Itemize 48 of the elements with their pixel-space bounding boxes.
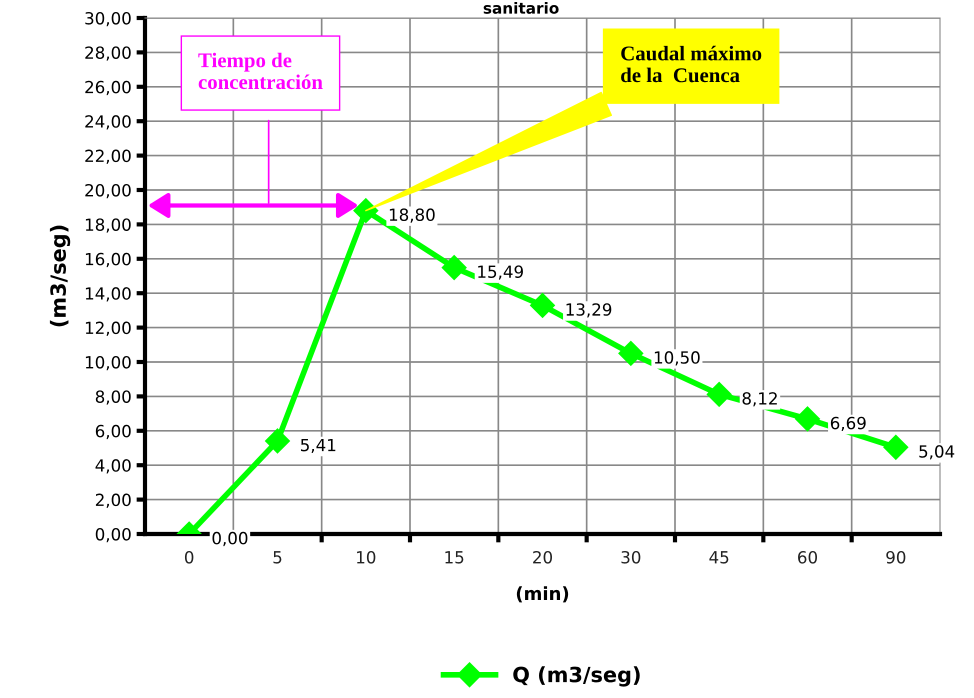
point	[618, 340, 644, 366]
y-tick-label: 16,00	[86, 252, 131, 268]
point	[265, 428, 290, 454]
data-label: 6,69	[830, 416, 866, 432]
point	[530, 292, 555, 318]
data-label: 0,00	[212, 532, 248, 546]
y-tick-label: 18,00	[86, 218, 131, 233]
chart-title: sanitario	[484, 2, 559, 14]
y-tick-label: 8,00	[96, 390, 131, 405]
legend-label: Q (m3/seg)	[513, 666, 640, 687]
data-label: 10,50	[654, 351, 700, 366]
data-label: 5,04	[919, 445, 954, 460]
x-tick-label: 60	[798, 550, 817, 564]
point	[795, 406, 820, 432]
y-axis-title: (m3/seg)	[50, 226, 70, 326]
annotation: Tiempo de concentración	[198, 52, 323, 90]
point	[883, 434, 908, 460]
y-tick-label: 28,00	[85, 46, 131, 61]
data-label: 5,41	[301, 438, 336, 454]
x-tick-label: 20	[533, 550, 552, 564]
y-tick-label: 22,00	[85, 150, 131, 164]
x-axis-title: (min)	[516, 586, 568, 602]
data-label: 8,12	[742, 392, 777, 406]
y-tick-label: 4,00	[96, 459, 131, 474]
x-tick-label: 10	[357, 550, 376, 564]
x-tick-label: 90	[886, 550, 906, 564]
point	[706, 382, 732, 407]
annotation: Caudal máximo de la Cuenca	[621, 46, 762, 82]
y-tick-label: 0,00	[96, 528, 131, 542]
y-tick-label: 12,00	[86, 322, 131, 336]
data-label: 13,29	[566, 303, 612, 318]
y-tick-label: 14,00	[86, 287, 131, 302]
y-tick-label: 2,00	[96, 494, 131, 508]
x-tick-label: 30	[622, 550, 640, 564]
data-label: 18,80	[390, 208, 435, 223]
y-tick-label: 30,00	[85, 12, 131, 26]
data-label: 15,49	[478, 265, 523, 280]
y-tick-label: 26,00	[85, 80, 131, 96]
y-tick-label: 6,00	[96, 424, 131, 440]
y-tick-label: 10,00	[86, 356, 131, 370]
y-tick-label: 24,00	[85, 115, 131, 130]
x-tick-label: 15	[445, 551, 464, 564]
point	[353, 198, 378, 224]
x-tick-label: 0	[184, 550, 194, 564]
point	[442, 255, 467, 280]
x-tick-label: 45	[709, 551, 728, 564]
x-tick-label: 5	[273, 551, 282, 564]
y-tick-label: 20,00	[85, 184, 131, 198]
